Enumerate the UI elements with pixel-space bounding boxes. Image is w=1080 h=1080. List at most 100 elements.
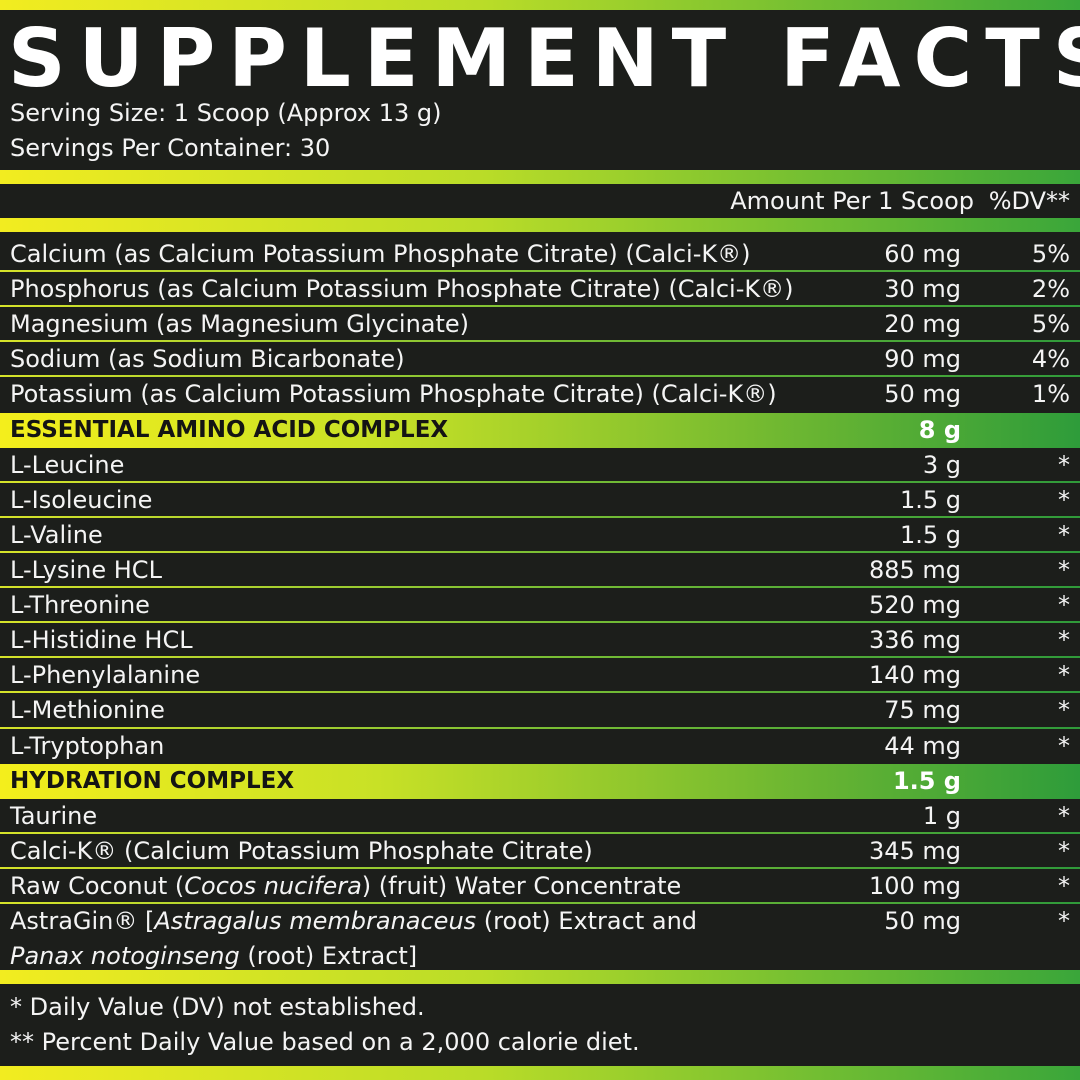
nutrient-name: Calcium (as Calcium Potassium Phosphate … (10, 240, 751, 268)
nutrient-dv: * (1058, 836, 1070, 865)
nutrient-name: L-Isoleucine (10, 485, 153, 514)
table-row: Calcium (as Calcium Potassium Phosphate … (0, 237, 1080, 273)
nutrient-name: L-Tryptophan (10, 731, 165, 760)
name-line-2: Panax notoginseng (root) Extract] (10, 939, 697, 974)
nutrient-name: Phosphorus (as Calcium Potassium Phospha… (10, 275, 794, 304)
hydration-complex-header: HYDRATION COMPLEX 1.5 g (0, 763, 1080, 799)
nutrient-amount: 20 mg (884, 310, 961, 339)
divider-bar (0, 170, 1080, 184)
nutrient-dv: * (1058, 731, 1070, 760)
section-amount: 1.5 g (892, 766, 961, 795)
table-row: AstraGin® [Astragalus membranaceus (root… (0, 904, 1080, 974)
nutrient-amount: 1.5 g (899, 485, 961, 514)
nutrient-name: Raw Coconut (Cocos nucifera) (fruit) Wat… (10, 869, 681, 904)
table-row: L-Histidine HCL 336 mg * (0, 623, 1080, 659)
table-row: Calci-K® (Calcium Potassium Phosphate Ci… (0, 834, 1080, 870)
nutrient-dv: * (1058, 450, 1070, 479)
latin-name: Panax notoginseng (10, 942, 240, 971)
nutrient-amount: 50 mg (884, 380, 961, 409)
table-row: Taurine 1 g * (0, 799, 1080, 834)
nutrient-dv: * (1058, 485, 1070, 514)
nutrient-amount: 520 mg (868, 591, 961, 620)
name-prefix: AstraGin® [ (10, 907, 155, 936)
amount-column-header: Amount Per 1 Scoop (730, 187, 974, 215)
bottom-accent-bar (0, 1066, 1080, 1080)
nutrient-name: L-Lysine HCL (10, 555, 162, 584)
nutrient-name: Calci-K® (Calcium Potassium Phosphate Ci… (10, 836, 593, 865)
nutrient-amount: 345 mg (868, 836, 961, 865)
nutrient-name: AstraGin® [Astragalus membranaceus (root… (10, 904, 697, 974)
nutrient-amount: 50 mg (884, 907, 961, 936)
serving-size: Serving Size: 1 Scoop (Approx 13 g) (10, 99, 442, 127)
nutrient-dv: 2% (1031, 275, 1070, 304)
table-row: L-Threonine 520 mg * (0, 588, 1080, 624)
table-row: L-Valine 1.5 g * (0, 518, 1080, 554)
nutrient-dv: * (1058, 520, 1070, 549)
table-row: L-Lysine HCL 885 mg * (0, 553, 1080, 589)
table-row: L-Leucine 3 g * (0, 448, 1080, 483)
table-row: Phosphorus (as Calcium Potassium Phospha… (0, 272, 1080, 308)
nutrient-amount: 885 mg (868, 555, 961, 584)
nutrient-dv: * (1058, 626, 1070, 655)
nutrient-dv: * (1058, 696, 1070, 725)
nutrient-amount: 75 mg (884, 696, 961, 725)
nutrient-dv: * (1058, 661, 1070, 690)
table-row: Potassium (as Calcium Potassium Phosphat… (0, 377, 1080, 412)
nutrient-amount: 60 mg (884, 240, 961, 268)
table-row: L-Isoleucine 1.5 g * (0, 483, 1080, 518)
divider-bar (0, 218, 1080, 232)
nutrient-name: L-Leucine (10, 450, 125, 479)
table-row: Magnesium (as Magnesium Glycinate) 20 mg… (0, 307, 1080, 343)
section-title: HYDRATION COMPLEX (10, 767, 295, 794)
eaa-complex-header: ESSENTIAL AMINO ACID COMPLEX 8 g (0, 412, 1080, 448)
section-amount: 8 g (918, 415, 961, 444)
divider-bar (0, 970, 1080, 984)
nutrient-name: L-Valine (10, 520, 103, 549)
name-suffix: (root) Extract] (239, 942, 418, 971)
nutrient-amount: 3 g (922, 450, 961, 479)
nutrient-dv: * (1058, 591, 1070, 620)
nutrient-dv: 4% (1031, 345, 1070, 374)
nutrient-name: Taurine (10, 801, 98, 830)
nutrient-name: L-Methionine (10, 696, 165, 725)
nutrient-amount: 336 mg (868, 626, 961, 655)
nutrient-amount: 44 mg (884, 731, 961, 760)
nutrient-amount: 140 mg (868, 661, 961, 690)
nutrient-dv: 1% (1031, 380, 1070, 409)
dv-column-header: %DV** (988, 187, 1070, 215)
nutrient-dv: * (1058, 907, 1070, 936)
table-row: L-Phenylalanine 140 mg * (0, 658, 1080, 694)
nutrient-amount: 30 mg (884, 275, 961, 304)
nutrient-name: L-Phenylalanine (10, 661, 201, 690)
name-line-1: AstraGin® [Astragalus membranaceus (root… (10, 904, 697, 939)
footnote-percent-dv: ** Percent Daily Value based on a 2,000 … (10, 1028, 640, 1056)
nutrient-dv: * (1058, 801, 1070, 830)
nutrient-amount: 1.5 g (899, 520, 961, 549)
nutrient-name: Sodium (as Sodium Bicarbonate) (10, 345, 405, 374)
nutrient-dv: * (1058, 871, 1070, 900)
nutrient-dv: 5% (1031, 240, 1070, 268)
nutrient-amount: 1 g (922, 801, 961, 830)
latin-name: Astragalus membranaceus (154, 907, 477, 936)
table-row: Raw Coconut (Cocos nucifera) (fruit) Wat… (0, 869, 1080, 905)
name-suffix: ) (fruit) Water Concentrate (361, 871, 682, 900)
servings-per-container: Servings Per Container: 30 (10, 134, 331, 162)
nutrient-amount: 90 mg (884, 345, 961, 374)
section-title: ESSENTIAL AMINO ACID COMPLEX (10, 416, 449, 443)
nutrient-name: L-Histidine HCL (10, 626, 193, 655)
name-prefix: Raw Coconut ( (10, 871, 185, 900)
table-row: L-Methionine 75 mg * (0, 693, 1080, 729)
panel-title: SUPPLEMENT FACTS (8, 12, 1080, 105)
table-row: Sodium (as Sodium Bicarbonate) 90 mg 4% (0, 342, 1080, 378)
table-row: L-Tryptophan 44 mg * (0, 729, 1080, 764)
nutrient-name: Potassium (as Calcium Potassium Phosphat… (10, 380, 777, 409)
nutrient-name: L-Threonine (10, 591, 150, 620)
latin-name: Cocos nucifera (184, 871, 362, 900)
nutrient-amount: 100 mg (868, 871, 961, 900)
footnote-dv-not-established: * Daily Value (DV) not established. (10, 993, 425, 1021)
nutrient-name: Magnesium (as Magnesium Glycinate) (10, 310, 470, 339)
nutrient-dv: 5% (1031, 310, 1070, 339)
nutrient-dv: * (1058, 555, 1070, 584)
nutrient-table: Calcium (as Calcium Potassium Phosphate … (0, 237, 1080, 974)
top-accent-bar (0, 0, 1080, 10)
